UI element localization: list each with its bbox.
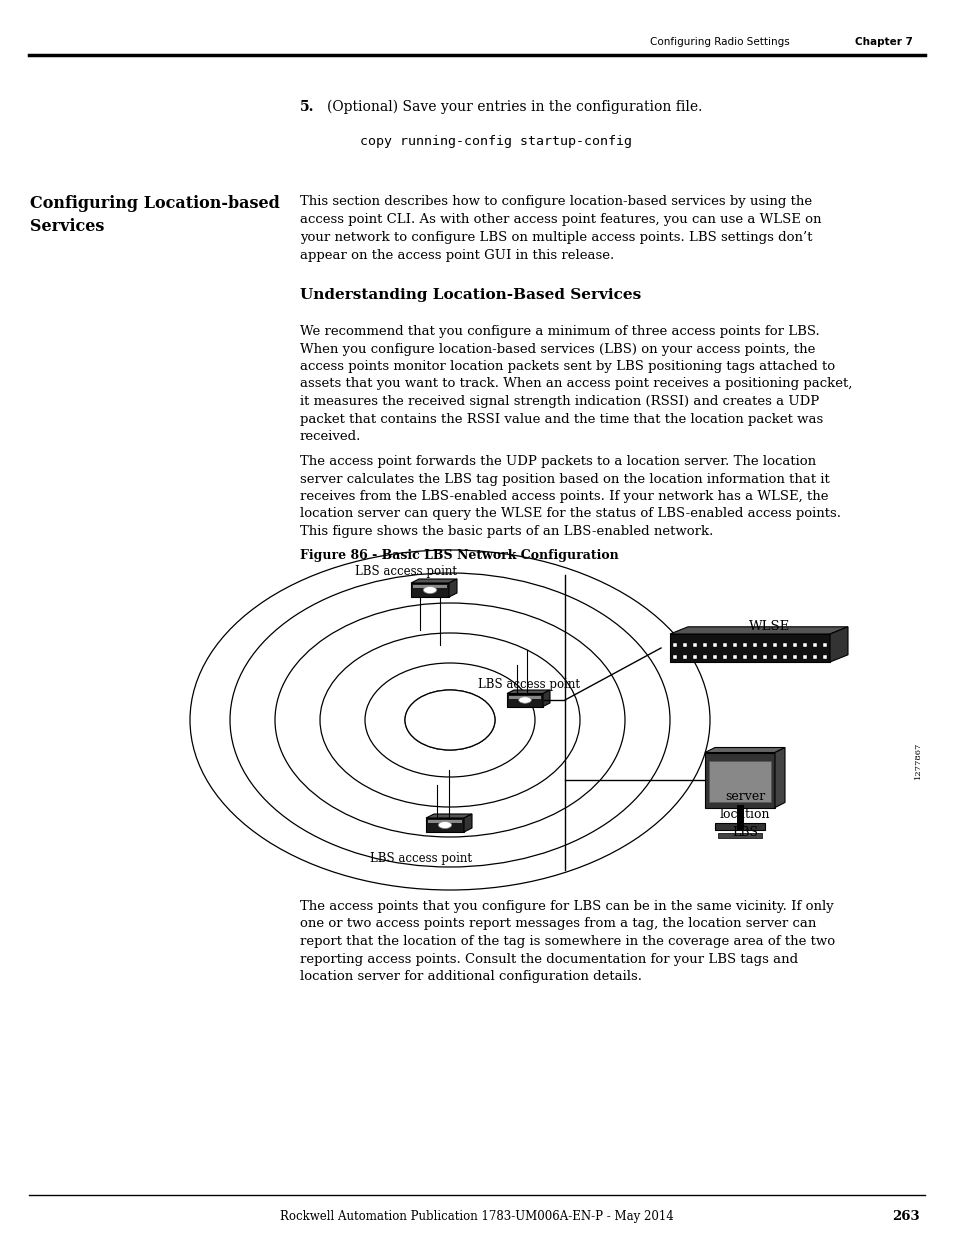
Bar (752, 643, 757, 647)
Ellipse shape (518, 697, 531, 703)
Polygon shape (411, 579, 456, 583)
Bar (702, 643, 706, 647)
Bar (509, 695, 540, 699)
Bar (752, 655, 757, 659)
Bar (692, 655, 697, 659)
Text: 5.: 5. (299, 100, 314, 114)
Text: report that the location of the tag is somewhere in the coverage area of the two: report that the location of the tag is s… (299, 935, 834, 948)
Text: Understanding Location-Based Services: Understanding Location-Based Services (299, 288, 640, 303)
Text: server: server (724, 790, 764, 803)
Text: location: location (719, 808, 769, 821)
Bar (762, 655, 766, 659)
Bar (669, 634, 829, 662)
Bar (792, 655, 796, 659)
Text: Rockwell Automation Publication 1783-UM006A-EN-P - May 2014: Rockwell Automation Publication 1783-UM0… (280, 1210, 673, 1223)
Text: LBS access point: LBS access point (370, 852, 472, 864)
Bar (428, 820, 461, 823)
Text: 263: 263 (891, 1210, 919, 1223)
Text: WLSE: WLSE (749, 620, 790, 634)
Bar (704, 752, 774, 808)
Bar (822, 655, 826, 659)
Ellipse shape (423, 587, 436, 594)
Text: location server for additional configuration details.: location server for additional configura… (299, 969, 641, 983)
Bar (822, 643, 826, 647)
Polygon shape (463, 814, 472, 832)
Text: location server can query the WLSE for the status of LBS-enabled access points.: location server can query the WLSE for t… (299, 508, 841, 520)
Text: received.: received. (299, 430, 361, 443)
Bar (682, 655, 686, 659)
Text: server calculates the LBS tag position based on the location information that it: server calculates the LBS tag position b… (299, 473, 829, 485)
Bar (782, 655, 786, 659)
Text: We recommend that you configure a minimum of three access points for LBS.: We recommend that you configure a minimu… (299, 325, 819, 338)
Bar (722, 655, 726, 659)
Text: appear on the access point GUI in this release.: appear on the access point GUI in this r… (299, 249, 614, 262)
Text: (Optional) Save your entries in the configuration file.: (Optional) Save your entries in the conf… (327, 100, 701, 115)
Bar (732, 643, 737, 647)
Text: 1277867: 1277867 (913, 741, 921, 779)
Text: LBS access point: LBS access point (477, 678, 579, 692)
Text: Figure 86 - Basic LBS Network Configuration: Figure 86 - Basic LBS Network Configurat… (299, 550, 618, 562)
Bar (772, 643, 776, 647)
Text: This section describes how to configure location-based services by using the: This section describes how to configure … (299, 195, 811, 207)
Text: assets that you want to track. When an access point receives a positioning packe: assets that you want to track. When an a… (299, 378, 851, 390)
Bar (411, 583, 449, 597)
Bar (782, 643, 786, 647)
Text: receives from the LBS-enabled access points. If your network has a WLSE, the: receives from the LBS-enabled access poi… (299, 490, 827, 503)
Bar (812, 643, 816, 647)
Text: access point CLI. As with other access point features, you can use a WLSE on: access point CLI. As with other access p… (299, 212, 821, 226)
Polygon shape (669, 627, 847, 634)
Text: Configuring Location-based: Configuring Location-based (30, 195, 279, 212)
Text: Services: Services (30, 219, 104, 235)
Ellipse shape (437, 821, 451, 829)
Text: LBS access point: LBS access point (355, 564, 456, 578)
Text: Chapter 7: Chapter 7 (854, 37, 912, 47)
Text: LBS: LBS (731, 826, 758, 839)
Bar (413, 585, 447, 588)
Bar (722, 643, 726, 647)
Polygon shape (542, 690, 550, 706)
Bar (742, 643, 746, 647)
Bar (672, 655, 677, 659)
Bar (712, 655, 717, 659)
Text: your network to configure LBS on multiple access points. LBS settings don’t: your network to configure LBS on multipl… (299, 231, 812, 245)
Text: packet that contains the RSSI value and the time that the location packet was: packet that contains the RSSI value and … (299, 412, 822, 426)
Text: access points monitor location packets sent by LBS positioning tags attached to: access points monitor location packets s… (299, 359, 834, 373)
Bar (802, 643, 806, 647)
Bar (712, 643, 717, 647)
Bar (742, 655, 746, 659)
Bar (702, 655, 706, 659)
Polygon shape (506, 690, 550, 694)
Bar (762, 643, 766, 647)
Text: This figure shows the basic parts of an LBS-enabled network.: This figure shows the basic parts of an … (299, 525, 713, 538)
Bar (718, 832, 761, 837)
Bar (792, 643, 796, 647)
Text: reporting access points. Consult the documentation for your LBS tags and: reporting access points. Consult the doc… (299, 952, 798, 966)
Polygon shape (449, 579, 456, 597)
Bar (426, 818, 463, 832)
Polygon shape (426, 814, 472, 818)
Polygon shape (829, 627, 847, 662)
Bar (708, 761, 770, 802)
Bar (714, 823, 764, 830)
Text: Configuring Radio Settings: Configuring Radio Settings (649, 37, 789, 47)
Text: The access points that you configure for LBS can be in the same vicinity. If onl: The access points that you configure for… (299, 900, 833, 913)
Polygon shape (704, 747, 784, 752)
Text: The access point forwards the UDP packets to a location server. The location: The access point forwards the UDP packet… (299, 454, 815, 468)
Bar (506, 694, 542, 706)
Text: one or two access points report messages from a tag, the location server can: one or two access points report messages… (299, 918, 816, 930)
Bar (802, 655, 806, 659)
Polygon shape (774, 747, 784, 808)
Bar (732, 655, 737, 659)
Bar (692, 643, 697, 647)
Bar (682, 643, 686, 647)
Text: When you configure location-based services (LBS) on your access points, the: When you configure location-based servic… (299, 342, 815, 356)
Ellipse shape (405, 690, 495, 750)
Bar (812, 655, 816, 659)
Text: copy running-config startup-config: copy running-config startup-config (359, 135, 631, 148)
Bar (772, 655, 776, 659)
Text: it measures the received signal strength indication (RSSI) and creates a UDP: it measures the received signal strength… (299, 395, 819, 408)
Bar (672, 643, 677, 647)
